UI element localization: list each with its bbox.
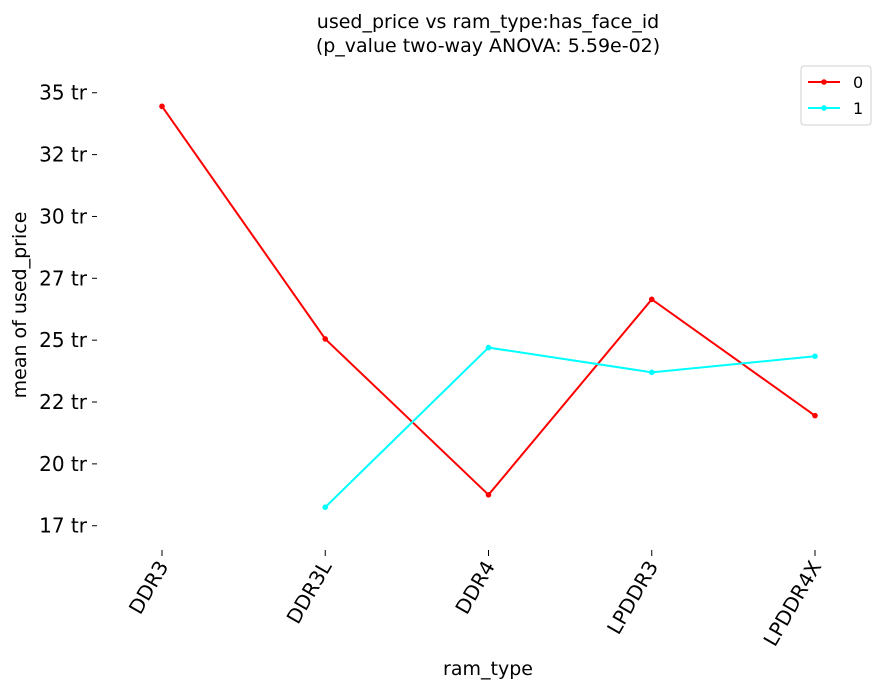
y-tick-label: 22 tr (39, 390, 88, 414)
y-tick-label: 30 tr (39, 204, 88, 228)
y-tick-label: 17 tr (39, 514, 88, 538)
legend-label-0: 0 (853, 73, 863, 92)
legend: 01 (800, 65, 872, 126)
y-tick-label: 20 tr (39, 452, 88, 476)
x-tick-label: LPDDR3 (602, 557, 663, 639)
y-tick-label: 35 tr (39, 81, 88, 105)
data-point-1 (485, 344, 492, 351)
chart-title-line2: (p_value two-way ANOVA: 5.59e-02) (316, 35, 660, 57)
x-axis-label: ram_type (443, 658, 533, 680)
data-point-0 (648, 296, 655, 303)
legend-marker-0 (821, 79, 827, 85)
legend-marker-1 (821, 105, 827, 111)
data-point-0 (322, 336, 329, 342)
data-point-1 (322, 504, 329, 510)
legend-label-1: 1 (853, 99, 863, 118)
y-tick-label: 32 tr (39, 143, 88, 167)
data-point-0 (812, 412, 818, 419)
data-point-1 (648, 369, 655, 376)
x-tick-label: LPDDR4X (758, 556, 826, 650)
y-axis-label: mean of used_price (9, 212, 31, 399)
series-line-0 (161, 105, 816, 497)
y-tick-label: 25 tr (39, 328, 88, 352)
data-point-0 (159, 103, 165, 110)
x-tick-label: DDR4 (450, 557, 499, 619)
x-tick-label: DDR3L (282, 556, 337, 628)
y-axis: 17 tr 20 tr 22 tr 25 tr 27 tr 30 tr 32 tr 35 tr (39, 81, 97, 538)
data-point-0 (485, 492, 492, 498)
x-axis: DDR3 DDR3L DDR4 LPDDR3 LPDDR4X (124, 550, 826, 650)
chart-title-line1: used_price vs ram_type:has_face_id (317, 11, 659, 33)
series-layer (159, 103, 818, 510)
data-point-1 (812, 353, 818, 360)
legend-box (800, 65, 872, 126)
y-tick-label: 27 tr (39, 266, 88, 290)
x-tick-label: DDR3 (124, 557, 173, 619)
series-line-1 (324, 346, 816, 508)
